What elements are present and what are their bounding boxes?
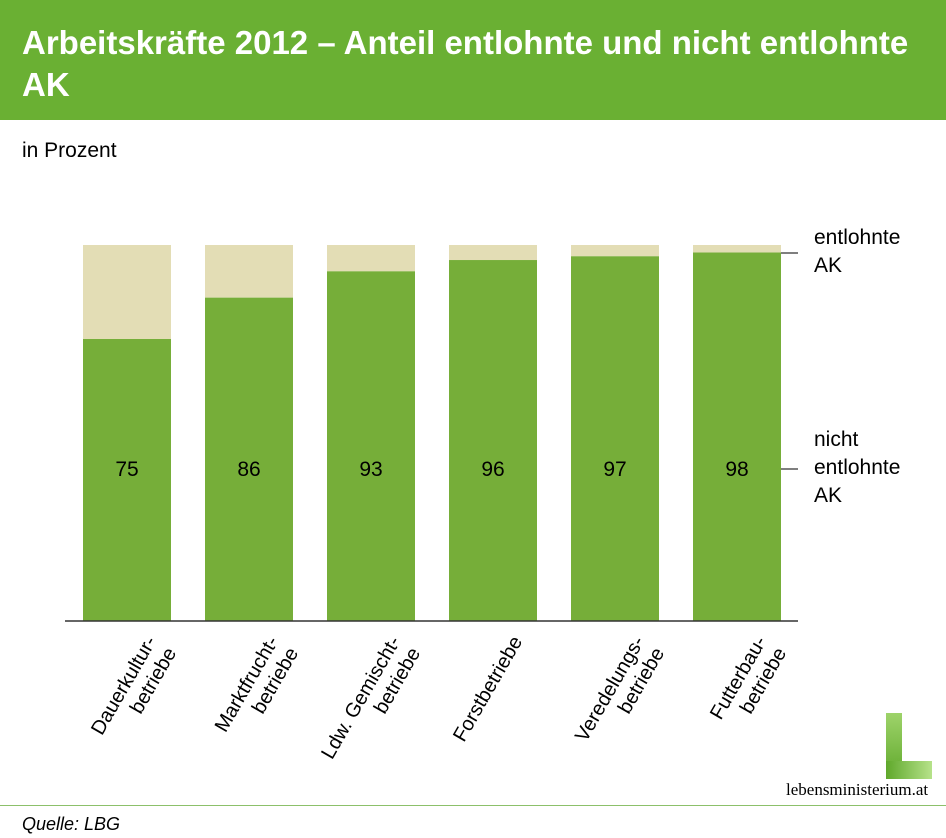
- bar-entlohnte: [327, 245, 415, 272]
- bar-nicht-entlohnte: [571, 256, 659, 621]
- category-label: Ldw. Gemischt-betriebe: [317, 633, 425, 763]
- category-label: Forstbetriebe: [449, 633, 527, 746]
- category-label: Futterbau-betriebe: [706, 633, 791, 724]
- bar-entlohnte: [83, 245, 171, 339]
- bar-nicht-entlohnte: [327, 271, 415, 621]
- source-note: Quelle: LBG: [22, 814, 121, 834]
- chart-subtitle: in Prozent: [22, 139, 117, 162]
- data-label: 97: [603, 458, 626, 481]
- bar-nicht-entlohnte: [205, 297, 293, 621]
- header-bar: Arbeitskräfte 2012 – Anteil entlohnte un…: [0, 0, 946, 120]
- bar-entlohnte: [449, 245, 537, 261]
- category-label: Veredelungs-betriebe: [571, 633, 669, 746]
- bar-entlohnte: [571, 245, 659, 257]
- lebensministerium-logo-icon: [886, 713, 932, 779]
- bar-nicht-entlohnte: [449, 260, 537, 621]
- data-label: 86: [237, 458, 260, 481]
- chart-title: Arbeitskräfte 2012 – Anteil entlohnte un…: [22, 24, 909, 103]
- category-label-line: Forstbetriebe: [449, 633, 527, 746]
- footer-divider: [0, 805, 946, 806]
- logo-text: lebensministerium.at: [786, 780, 929, 799]
- bar-nicht-entlohnte: [83, 339, 171, 621]
- data-label: 75: [115, 458, 138, 481]
- category-label: Dauerkultur-betriebe: [87, 633, 181, 739]
- data-label: 96: [481, 458, 504, 481]
- legend-label: nicht entlohnte AK: [814, 428, 900, 507]
- bar-entlohnte: [693, 245, 781, 253]
- bar-nicht-entlohnte: [693, 252, 781, 621]
- data-label: 93: [359, 458, 382, 481]
- category-label: Marktfrucht-betriebe: [211, 633, 303, 736]
- bar-entlohnte: [205, 245, 293, 298]
- data-label: 98: [725, 458, 748, 481]
- legend-label: entlohnte AK: [814, 226, 900, 277]
- stacked-bar-chart: 75 Dauerkultur-betriebe 86 Marktfrucht-betr…: [65, 226, 900, 763]
